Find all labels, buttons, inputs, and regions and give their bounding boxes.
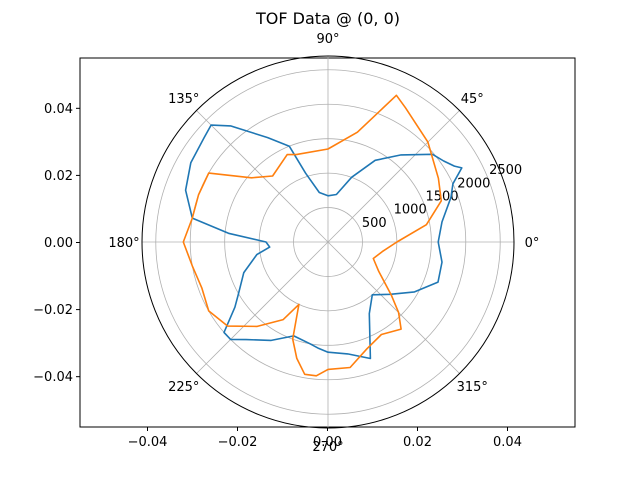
series-line-2 xyxy=(182,94,443,377)
theta-tick-label: 0° xyxy=(525,236,540,251)
y-tick-label: 0.00 xyxy=(44,236,73,251)
theta-tick-label: 225° xyxy=(168,380,199,395)
x-tick-label: −0.04 xyxy=(128,435,168,450)
radial-tick-label: 2000 xyxy=(457,176,490,191)
series-group xyxy=(182,94,463,377)
theta-tick-label: 315° xyxy=(457,380,488,395)
theta-tick-label: 135° xyxy=(168,92,199,107)
x-tick-label: −0.02 xyxy=(218,435,258,450)
polar-axes: 0° 45° 90° 135° 180° 225° 270° 315° 500 10001500… xyxy=(108,32,539,455)
theta-tick-label: 90° xyxy=(316,32,339,47)
chart-title: TOF Data @ (0, 0) xyxy=(255,9,400,28)
y-tick-label: 0.04 xyxy=(44,102,73,117)
polar-spine xyxy=(141,55,515,429)
theta-tick-label: 180° xyxy=(108,236,139,251)
series-line-1 xyxy=(184,124,463,360)
x-tick-group: −0.04 −0.02 0.00 0.02 0.04 xyxy=(128,427,522,450)
radial-tick-label: 2500 xyxy=(489,163,522,178)
cartesian-axes: −0.04 −0.02 0.00 0.02 0.04 −0.04 −0.02 0.00 0.0… xyxy=(33,57,576,450)
x-tick-label: 0.00 xyxy=(313,435,342,450)
radial-tick-label: 500 xyxy=(362,216,387,231)
y-tick-label: −0.02 xyxy=(33,303,73,318)
theta-tick-label: 45° xyxy=(461,92,484,107)
radial-tick-label: 1000 xyxy=(394,203,427,218)
angular-gridline xyxy=(196,241,329,374)
theta-label-group: 0° 45° 90° 135° 180° 225° 270° 315° xyxy=(108,32,539,455)
y-tick-label: 0.02 xyxy=(44,169,73,184)
polar-grid xyxy=(142,56,514,428)
y-tick-label: −0.04 xyxy=(33,370,73,385)
theta-tick-label: 270° xyxy=(312,440,343,455)
x-tick-label: 0.02 xyxy=(403,435,432,450)
y-tick-group: −0.04 −0.02 0.00 0.02 0.04 xyxy=(33,102,80,385)
angular-gridline xyxy=(327,110,460,243)
x-tick-label: 0.04 xyxy=(493,435,522,450)
radial-tick-label: 1500 xyxy=(425,189,458,204)
angular-gridline xyxy=(327,241,460,374)
